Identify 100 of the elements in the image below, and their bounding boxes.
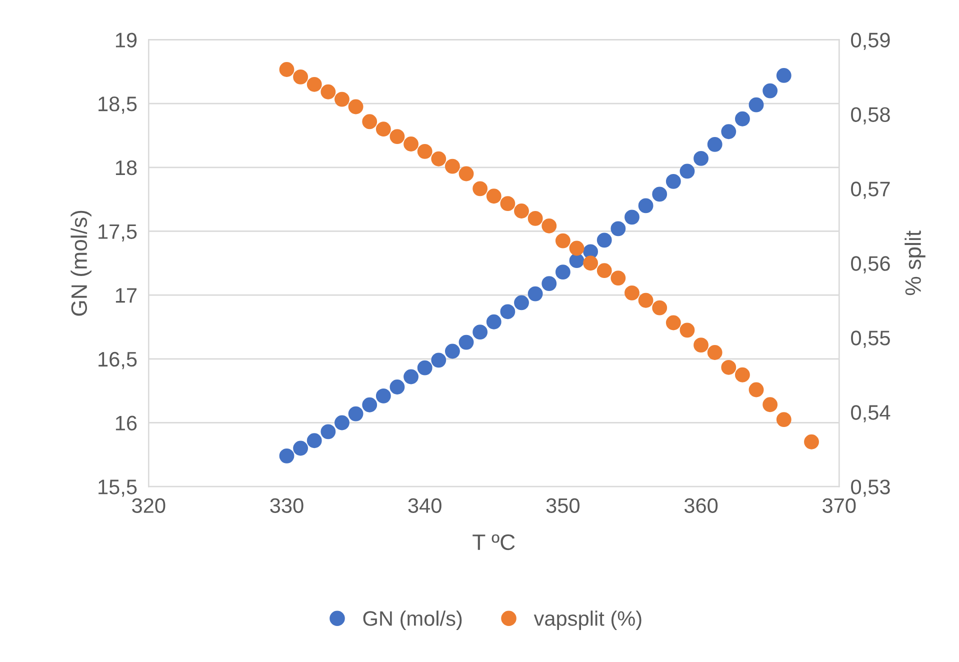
point bbox=[472, 181, 488, 196]
y-tick-label: 17,5 bbox=[98, 224, 137, 242]
point bbox=[417, 144, 432, 159]
y2-axis-title: % split bbox=[904, 230, 926, 296]
point bbox=[458, 334, 474, 350]
point bbox=[624, 210, 640, 225]
y2-tick-label: 0,53 bbox=[851, 480, 890, 497]
point bbox=[500, 196, 516, 212]
point bbox=[762, 83, 778, 98]
x-tick-label: 360 bbox=[684, 498, 718, 513]
point bbox=[776, 412, 792, 428]
point bbox=[320, 424, 336, 440]
point bbox=[334, 415, 350, 430]
point bbox=[528, 210, 543, 226]
y2-tick-label: 0,55 bbox=[851, 330, 890, 348]
point bbox=[542, 218, 557, 234]
point bbox=[762, 397, 778, 412]
point bbox=[542, 276, 557, 292]
point bbox=[348, 99, 364, 114]
y2-tick-label: 0,57 bbox=[851, 182, 890, 199]
x-tick-label: 370 bbox=[822, 498, 856, 513]
point bbox=[638, 198, 654, 214]
point bbox=[804, 434, 819, 450]
x-tick-label: 340 bbox=[408, 498, 442, 513]
point bbox=[638, 292, 654, 308]
point bbox=[596, 263, 612, 278]
point bbox=[514, 204, 529, 218]
point bbox=[431, 151, 446, 166]
point bbox=[390, 380, 405, 394]
y2-tick-label: 0,58 bbox=[851, 107, 890, 124]
point bbox=[376, 122, 391, 137]
point bbox=[694, 338, 708, 353]
point bbox=[514, 295, 529, 310]
point bbox=[376, 388, 391, 404]
point bbox=[334, 92, 350, 107]
point bbox=[444, 158, 460, 174]
y-tick-label: 16 bbox=[116, 416, 137, 430]
x-tick-label: 320 bbox=[132, 498, 166, 513]
legend-label: vapsplit (%) bbox=[534, 610, 642, 630]
y-tick-label: 15,5 bbox=[98, 480, 137, 497]
point bbox=[279, 62, 294, 77]
x-tick-label: 330 bbox=[270, 498, 304, 513]
x-axis-title: T ºC bbox=[472, 534, 515, 550]
point bbox=[610, 270, 626, 286]
y-tick-label: 19 bbox=[116, 32, 137, 48]
point bbox=[721, 124, 736, 140]
point bbox=[306, 76, 322, 92]
point bbox=[404, 369, 418, 384]
point bbox=[596, 232, 612, 248]
x-tick-label: 350 bbox=[546, 498, 580, 513]
point bbox=[734, 367, 750, 382]
point bbox=[583, 256, 598, 271]
point bbox=[486, 314, 502, 330]
y-tick-label: 16,5 bbox=[98, 352, 137, 370]
y2-tick-label: 0,59 bbox=[851, 32, 890, 50]
point bbox=[362, 114, 378, 130]
point bbox=[555, 233, 570, 248]
point bbox=[293, 69, 308, 84]
point bbox=[348, 406, 364, 422]
point bbox=[404, 136, 418, 152]
point bbox=[500, 304, 516, 320]
point bbox=[444, 344, 460, 359]
point bbox=[610, 221, 626, 236]
y-axis-title: GN (mol/s) bbox=[70, 210, 92, 316]
point bbox=[417, 360, 432, 376]
point bbox=[680, 322, 695, 338]
point bbox=[666, 174, 681, 189]
point bbox=[652, 186, 668, 202]
point bbox=[748, 97, 764, 112]
y-tick-label: 18 bbox=[116, 160, 137, 176]
y-tick-label: 18,5 bbox=[98, 96, 137, 114]
point bbox=[694, 150, 708, 166]
y2-tick-label: 0,56 bbox=[851, 256, 890, 274]
point bbox=[293, 440, 308, 456]
point bbox=[486, 188, 502, 204]
point bbox=[431, 352, 446, 368]
point bbox=[569, 253, 584, 268]
point bbox=[652, 300, 668, 316]
point bbox=[707, 345, 722, 360]
point bbox=[320, 84, 336, 100]
point bbox=[776, 68, 792, 83]
point bbox=[666, 315, 681, 330]
point bbox=[279, 448, 294, 464]
point bbox=[569, 240, 584, 256]
point bbox=[390, 129, 405, 144]
legend-label: GN (mol/s) bbox=[363, 610, 462, 630]
point bbox=[721, 360, 736, 375]
y-tick-label: 17 bbox=[116, 288, 136, 303]
point bbox=[555, 264, 570, 280]
point bbox=[306, 433, 322, 448]
point bbox=[458, 166, 474, 182]
y2-tick-label: 0,54 bbox=[851, 405, 890, 422]
point bbox=[734, 111, 750, 126]
point bbox=[748, 382, 764, 398]
point bbox=[362, 397, 378, 412]
point bbox=[528, 286, 543, 302]
point bbox=[680, 164, 695, 179]
point bbox=[472, 324, 488, 340]
point bbox=[707, 136, 722, 152]
point bbox=[624, 285, 640, 300]
